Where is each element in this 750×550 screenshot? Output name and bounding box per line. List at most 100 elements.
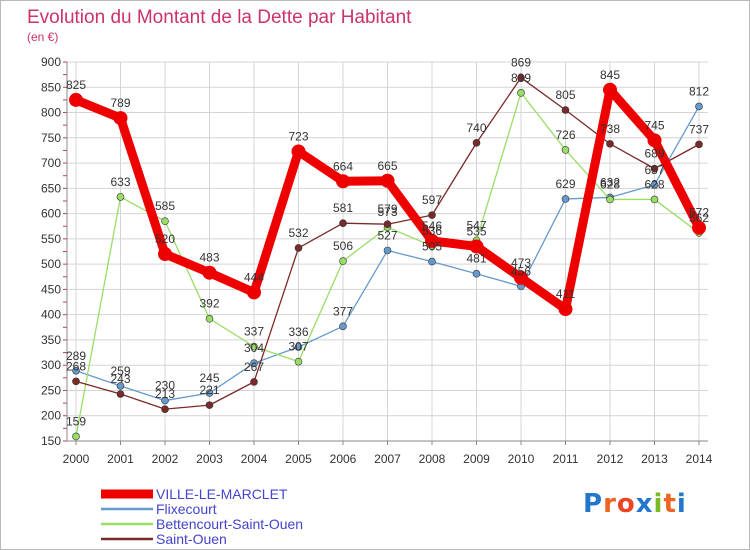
point-ville-le-marclet (291, 144, 306, 159)
point-ville-le-marclet (425, 233, 439, 248)
data-label-ville-le-marclet: 665 (377, 159, 397, 173)
data-label-ville-le-marclet: 789 (110, 96, 130, 110)
data-label-flixecourt: 377 (333, 304, 353, 318)
x-tick-label: 2006 (330, 452, 357, 466)
y-tick-label: 850 (41, 80, 61, 94)
point-flixecourt (294, 343, 303, 351)
data-label-saint-ouen: 737 (689, 122, 709, 136)
y-tick-label: 700 (41, 156, 61, 170)
point-saint-ouen (339, 219, 347, 228)
y-tick-label: 650 (41, 181, 61, 195)
y-tick-label: 600 (41, 207, 61, 221)
data-label-saint-ouen: 597 (422, 193, 442, 207)
point-bettencourt-saint-ouen (250, 342, 258, 351)
logo-letter: i (676, 489, 687, 519)
x-tick-label: 2009 (463, 452, 490, 466)
data-label-bettencourt-saint-ouen: 536 (422, 224, 442, 238)
point-flixecourt (116, 382, 125, 390)
data-label-ville-le-marclet: 546 (422, 219, 442, 233)
point-saint-ouen (161, 405, 169, 413)
data-label-bettencourt-saint-ouen: 392 (199, 297, 219, 311)
point-flixecourt (339, 322, 347, 331)
point-saint-ouen (650, 164, 659, 173)
point-ville-le-marclet (69, 92, 83, 107)
data-label-flixecourt: 230 (155, 379, 175, 393)
x-tick-label: 2008 (419, 452, 446, 466)
data-label-saint-ouen: 221 (199, 383, 219, 397)
data-label-bettencourt-saint-ouen: 839 (511, 71, 531, 85)
data-label-flixecourt: 812 (689, 84, 709, 98)
point-ville-le-marclet (247, 285, 261, 300)
point-bettencourt-saint-ouen (205, 314, 214, 323)
series-layer (69, 73, 706, 441)
y-tick-label: 200 (41, 409, 61, 423)
point-flixecourt (161, 396, 169, 405)
point-saint-ouen (383, 220, 392, 229)
chart-subtitle: (en €) (27, 30, 58, 44)
x-tick-label: 2010 (508, 452, 535, 466)
data-label-bettencourt-saint-ouen: 547 (466, 218, 486, 232)
data-label-bettencourt-saint-ouen: 562 (689, 211, 709, 225)
point-ville-le-marclet (380, 173, 395, 188)
data-label-ville-le-marclet: 572 (689, 206, 709, 220)
y-tick-label: 500 (41, 257, 61, 271)
point-bettencourt-saint-ouen (561, 146, 570, 154)
point-bettencourt-saint-ouen (294, 357, 303, 366)
data-label-ville-le-marclet: 483 (199, 251, 219, 265)
point-ville-le-marclet (469, 239, 484, 254)
point-ville-le-marclet (647, 133, 662, 148)
data-label-ville-le-marclet: 444 (244, 270, 264, 284)
data-label-flixecourt: 629 (555, 177, 575, 191)
point-ville-le-marclet (558, 302, 573, 317)
data-label-saint-ouen: 740 (466, 121, 486, 135)
point-saint-ouen (250, 378, 258, 386)
data-label-bettencourt-saint-ouen: 726 (555, 128, 575, 142)
point-bettencourt-saint-ouen (606, 195, 614, 204)
data-label-saint-ouen: 581 (333, 201, 353, 215)
point-bettencourt-saint-ouen (116, 193, 125, 201)
point-ville-le-marclet (202, 265, 217, 280)
point-saint-ouen (205, 401, 214, 409)
x-tick-label: 2003 (196, 452, 223, 466)
logo-letter: P (583, 489, 604, 519)
data-label-bettencourt-saint-ouen: 633 (110, 175, 130, 189)
legend-label: Saint-Ouen (156, 531, 227, 547)
point-flixecourt (205, 389, 214, 397)
y-tick-label: 750 (41, 131, 61, 145)
data-label-ville-le-marclet: 723 (288, 129, 308, 143)
point-ville-le-marclet (603, 82, 617, 97)
data-label-flixecourt: 657 (644, 163, 664, 177)
data-label-saint-ouen: 267 (244, 360, 264, 374)
point-bettencourt-saint-ouen (339, 257, 347, 265)
point-saint-ouen (517, 73, 525, 82)
legend: VILLE-LE-MARCLETFlixecourtBettencourt-Sa… (101, 486, 303, 547)
chart-title: Evolution du Montant de la Dette par Hab… (27, 7, 412, 28)
data-label-ville-le-marclet: 473 (511, 256, 531, 270)
data-label-bettencourt-saint-ouen: 337 (244, 325, 264, 339)
data-label-bettencourt-saint-ouen: 506 (333, 239, 353, 253)
x-tick-label: 2001 (107, 452, 134, 466)
point-flixecourt (428, 257, 436, 266)
data-label-bettencourt-saint-ouen: 628 (600, 177, 620, 191)
data-label-saint-ouen: 213 (155, 387, 175, 401)
data-label-ville-le-marclet: 745 (644, 118, 664, 132)
x-tick-label: 2005 (285, 452, 312, 466)
data-label-flixecourt: 481 (466, 252, 486, 266)
y-tick-label: 800 (41, 106, 61, 120)
legend-label: Flixecourt (156, 501, 217, 517)
data-label-flixecourt: 289 (66, 349, 86, 363)
point-bettencourt-saint-ouen (161, 217, 169, 225)
logo-letter: o (616, 489, 636, 519)
point-saint-ouen (428, 211, 436, 219)
data-label-saint-ouen: 532 (288, 226, 308, 240)
point-flixecourt (383, 246, 392, 255)
data-label-saint-ouen: 869 (511, 56, 531, 70)
data-label-bettencourt-saint-ouen: 573 (377, 205, 397, 219)
point-bettencourt-saint-ouen (650, 195, 659, 204)
x-tick-label: 2012 (597, 452, 624, 466)
y-tick-label: 450 (41, 282, 61, 296)
data-label-saint-ouen: 805 (555, 88, 575, 102)
data-label-saint-ouen: 579 (377, 202, 397, 216)
